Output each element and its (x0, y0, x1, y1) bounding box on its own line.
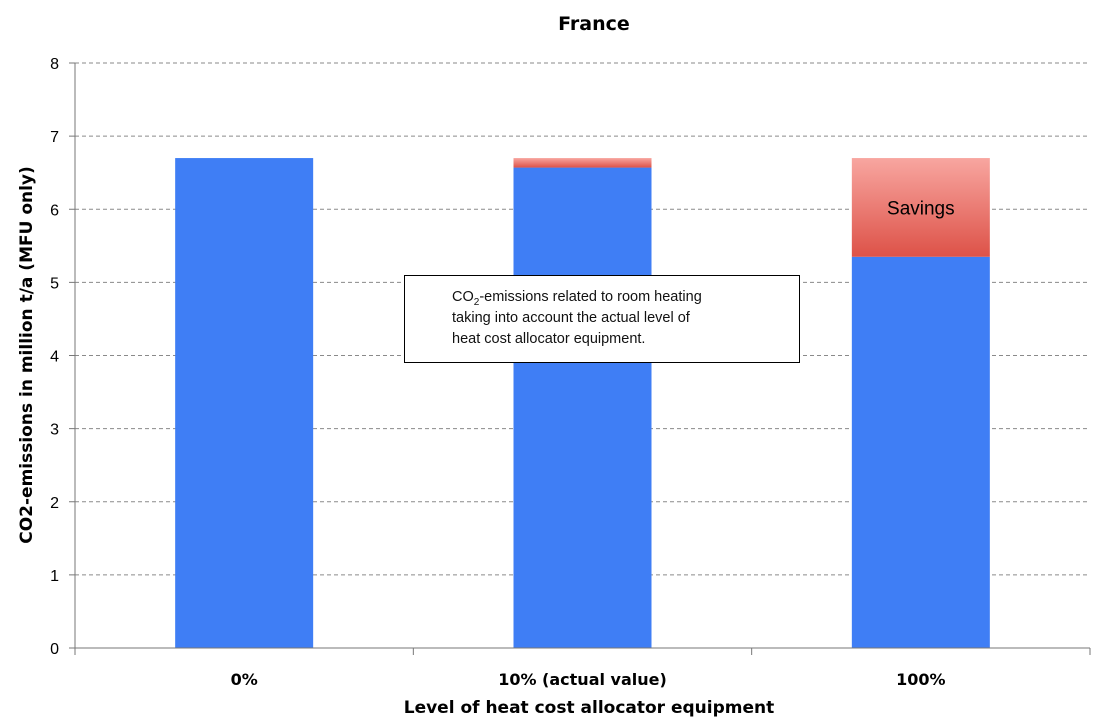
bars (175, 158, 990, 648)
annotation-line2: taking into account the actual level of (452, 310, 690, 326)
chart-title: France (558, 13, 630, 35)
bar-emissions (513, 167, 652, 648)
x-tick-label: 100% (896, 670, 945, 689)
annotation-co: CO (452, 289, 474, 305)
savings-label: Savings (887, 198, 955, 219)
tick-labels: 0 1 2 3 4 5 6 7 8 0% 10% (actual value) 100% (50, 56, 945, 689)
y-axis-title: CO2-emissions in million t/a (MFU only) (17, 166, 37, 544)
bar-emissions (851, 256, 990, 648)
axes (74, 63, 1091, 655)
y-tick-label: 7 (50, 129, 59, 146)
x-tick-label: 0% (231, 670, 258, 689)
annotation-subscript: 2 (473, 296, 480, 308)
y-tick-label: 6 (50, 202, 59, 219)
bar-savings (513, 158, 652, 168)
y-tick-label: 2 (50, 495, 59, 512)
y-tick-label: 4 (50, 349, 59, 366)
y-tick-label: 8 (50, 56, 59, 73)
annotation-line1: -emissions related to room heating (479, 289, 702, 305)
bar-emissions (175, 158, 314, 648)
x-tick-label: 10% (actual value) (498, 670, 667, 689)
x-axis-title: Level of heat cost allocator equipment (404, 698, 775, 718)
y-tick-label: 0 (50, 641, 59, 658)
annotation-line3: heat cost allocator equipment. (452, 331, 646, 347)
y-tick-label: 3 (50, 422, 59, 439)
y-tick-label: 5 (50, 275, 59, 292)
bar-savings (851, 158, 990, 257)
y-tick-label: 1 (50, 568, 59, 585)
annotation-box: CO2-emissions related to room heating ta… (404, 275, 800, 363)
